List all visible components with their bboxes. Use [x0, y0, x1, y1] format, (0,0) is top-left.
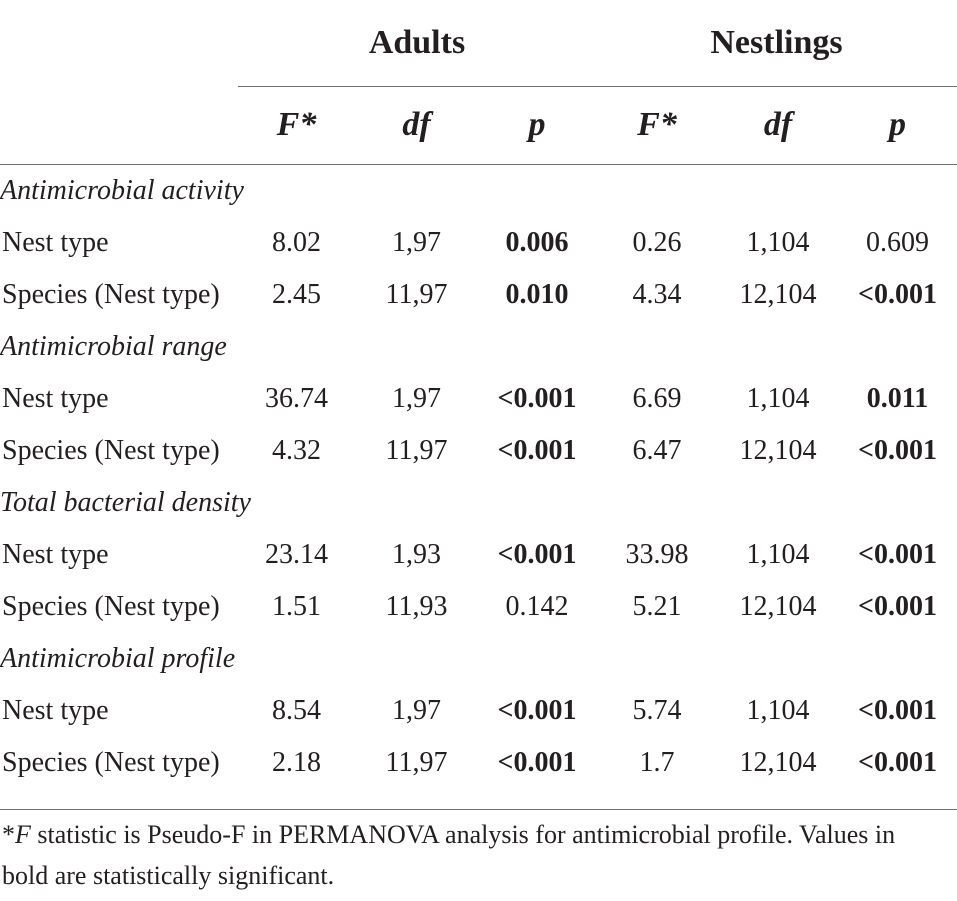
- adults-p-header: p: [478, 86, 596, 165]
- adults-p-value: <0.001: [497, 435, 577, 467]
- section-title: Antimicrobial activity: [0, 175, 244, 207]
- group-header-row: Adults Nestlings: [0, 0, 957, 87]
- nestlings-p-value: <0.001: [858, 435, 937, 467]
- adults-df-header: df: [355, 86, 478, 165]
- nestlings-f-value: 5.74: [632, 695, 682, 727]
- section-header-row: Antimicrobial activity: [0, 165, 957, 218]
- section-header-row: Antimicrobial range: [0, 321, 957, 373]
- footnote-f-symbol: F: [15, 820, 31, 849]
- nestlings-f-value: 6.47: [632, 435, 682, 467]
- adults-f-header: F*: [238, 86, 355, 165]
- adults-f-value: 8.54: [272, 695, 321, 727]
- adults-p-value: <0.001: [497, 695, 577, 727]
- row-label: Species (Nest type): [2, 747, 220, 779]
- nestlings-p-value: <0.001: [858, 695, 937, 727]
- table-row: Species (Nest type) 1.51 11,93 0.142 5.2…: [0, 581, 957, 633]
- nestlings-p-value: 0.011: [866, 383, 929, 415]
- adults-df-value: 11,97: [385, 435, 448, 467]
- row-label: Nest type: [2, 227, 109, 259]
- row-label: Species (Nest type): [2, 591, 220, 623]
- corner-cell: [0, 0, 238, 87]
- footnote-text: statistic is Pseudo-F in PERMANOVA analy…: [2, 820, 896, 890]
- nestlings-f-value: 0.26: [632, 227, 682, 259]
- table-row: Nest type 8.54 1,97 <0.001 5.74 1,104 <0…: [0, 685, 957, 737]
- nestlings-f-value: 1.7: [639, 747, 675, 779]
- table-row: Species (Nest type) 4.32 11,97 <0.001 6.…: [0, 425, 957, 477]
- adults-df-value: 1,97: [392, 383, 441, 415]
- nestlings-f-value: 6.69: [632, 383, 682, 415]
- adults-df-value: 11,97: [385, 279, 448, 311]
- adults-df-value: 1,97: [392, 695, 441, 727]
- table-row: Nest type 8.02 1,97 0.006 0.26 1,104 0.6…: [0, 217, 957, 269]
- section-header-row: Antimicrobial profile: [0, 633, 957, 685]
- nestlings-df-value: 1,104: [746, 539, 810, 571]
- nestlings-f-value: 5.21: [632, 591, 682, 623]
- adults-f-value: 2.18: [272, 747, 321, 779]
- adults-f-value: 4.32: [272, 435, 321, 467]
- nestlings-df-value: 12,104: [739, 435, 817, 467]
- section-title: Antimicrobial profile: [0, 643, 236, 675]
- section-title: Antimicrobial range: [0, 331, 227, 363]
- adults-p-value: 0.006: [505, 227, 569, 259]
- adults-p-value: <0.001: [497, 383, 577, 415]
- table-bottom-rule-row: [0, 789, 957, 810]
- nestlings-p-header: p: [838, 86, 957, 165]
- nestlings-df-value: 1,104: [746, 227, 810, 259]
- group-header-nestlings: Nestlings: [596, 0, 957, 87]
- group-header-adults: Adults: [238, 0, 596, 87]
- adults-df-value: 11,93: [385, 591, 448, 623]
- table-bottom-rule: [0, 789, 957, 810]
- adults-f-value: 36.74: [265, 383, 328, 415]
- table-row: Nest type 36.74 1,97 <0.001 6.69 1,104 0…: [0, 373, 957, 425]
- section-title: Total bacterial density: [0, 487, 251, 519]
- nestlings-df-header: df: [718, 86, 838, 165]
- nestlings-df-value: 1,104: [746, 383, 810, 415]
- row-label: Nest type: [2, 383, 109, 415]
- adults-p-value: 0.010: [505, 279, 569, 311]
- adults-f-value: 8.02: [272, 227, 321, 259]
- row-label: Species (Nest type): [2, 435, 220, 467]
- adults-p-value: 0.142: [505, 591, 569, 623]
- nestlings-p-value: <0.001: [858, 747, 937, 779]
- adults-f-value: 23.14: [265, 539, 328, 571]
- nestlings-p-value: <0.001: [858, 539, 937, 571]
- row-label: Nest type: [2, 539, 109, 571]
- table-row: Nest type 23.14 1,93 <0.001 33.98 1,104 …: [0, 529, 957, 581]
- row-label: Nest type: [2, 695, 109, 727]
- adults-df-value: 11,97: [385, 747, 448, 779]
- adults-f-value: 1.51: [272, 591, 321, 623]
- adults-df-value: 1,97: [392, 227, 441, 259]
- nestlings-df-value: 1,104: [746, 695, 810, 727]
- nestlings-p-value: 0.609: [866, 227, 929, 259]
- label-column-header: [0, 86, 238, 165]
- row-label: Species (Nest type): [2, 279, 220, 311]
- column-header-row: F* df p F* df p: [0, 86, 957, 165]
- table-footnote: *F statistic is Pseudo-F in PERMANOVA an…: [0, 814, 932, 896]
- results-table: Adults Nestlings F* df p F* df p Antimic…: [0, 0, 957, 810]
- adults-df-value: 1,93: [392, 539, 441, 571]
- table-row: Species (Nest type) 2.18 11,97 <0.001 1.…: [0, 737, 957, 789]
- nestlings-p-value: <0.001: [858, 591, 937, 623]
- nestlings-f-header: F*: [596, 86, 718, 165]
- adults-p-value: <0.001: [497, 747, 577, 779]
- adults-f-value: 2.45: [272, 279, 321, 311]
- nestlings-df-value: 12,104: [739, 747, 817, 779]
- footnote-marker: *: [2, 820, 15, 849]
- nestlings-f-value: 4.34: [632, 279, 682, 311]
- adults-p-value: <0.001: [497, 539, 577, 571]
- nestlings-f-value: 33.98: [625, 539, 689, 571]
- table-row: Species (Nest type) 2.45 11,97 0.010 4.3…: [0, 269, 957, 321]
- section-header-row: Total bacterial density: [0, 477, 957, 529]
- nestlings-p-value: <0.001: [858, 279, 937, 311]
- nestlings-df-value: 12,104: [739, 279, 817, 311]
- nestlings-df-value: 12,104: [739, 591, 817, 623]
